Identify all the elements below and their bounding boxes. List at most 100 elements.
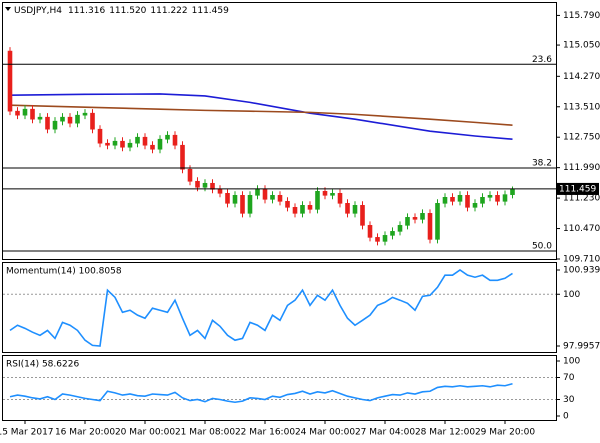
candle-body [465,195,470,208]
y-tick-label: 111.990 [563,163,600,173]
candle-body [270,195,275,200]
price-label: 111.459 [559,184,596,194]
price-box [556,182,599,195]
candle-body [142,136,148,146]
candle-body [255,188,260,196]
candle-body [420,213,425,220]
candle-body [277,195,283,202]
x-tick-label: 29 Mar 20:00 [475,428,535,438]
y-tick-label: 110.470 [563,224,600,234]
candle-body [472,203,478,208]
symbol: USDJPY,H4 [14,6,62,16]
y-tick-label: 111.230 [563,194,600,204]
candle-body [375,237,380,242]
y-tick-label: 100 [563,357,580,367]
candle-body [97,128,103,144]
candle-body [90,112,95,130]
x-tick-label: 21 Mar 08:00 [175,428,235,438]
candle-body [435,203,440,240]
candle-body [450,197,455,202]
candle-body [405,217,410,226]
candle-body [112,140,118,146]
indicator-line [9,382,513,404]
level-label: 38.2 [532,159,552,169]
candle-body [480,197,485,204]
x-tick-label: 20 Mar 00:00 [115,428,175,438]
candle-body [15,110,20,116]
level-label: 23.6 [532,55,552,65]
candle-body [352,205,358,214]
y-tick-label: 70 [563,373,575,383]
y-tick-label: 30 [563,395,575,405]
high: 111.520 [109,6,146,16]
main-panel-frame [2,2,557,260]
candle-body [150,144,155,150]
candle-body [202,182,208,188]
candle-body [157,138,163,150]
candle-body [487,195,493,198]
candle-body [442,197,448,204]
y-tick-label: 109.710 [563,255,600,265]
y-tick-label: 113.510 [563,102,600,112]
momentum-title: Momentum(14) 100.8058 [6,267,122,277]
open: 111.316 [68,6,105,16]
candle-body [412,217,418,220]
candle-body [195,180,200,188]
candle-body [337,192,343,204]
candle-body [135,136,140,144]
y-tick-label: 112.750 [563,133,600,143]
candle-body [60,116,65,122]
low: 111.222 [150,6,187,16]
rsi-title: RSI(14) 58.6226 [6,360,79,370]
x-tick-label: 22 Mar 16:00 [235,428,295,438]
candle-body [360,205,365,226]
indicator-line [9,269,513,347]
candle-body [232,195,238,204]
candle-body [75,114,80,124]
candle-body [262,188,268,200]
header: USDJPY,H4 111.316 111.520 111.222 111.459 [14,6,229,16]
y-tick-label: 115.050 [563,41,600,51]
candle-body [330,192,335,196]
candle-body [300,205,305,214]
x-tick-label: 15 Mar 2017 [0,428,54,438]
y-tick-label: 115.790 [563,11,600,21]
candle-body [240,195,245,214]
x-tick-label: 16 Mar 20:00 [55,428,115,438]
x-tick-label: 27 Mar 04:00 [355,428,415,438]
moving-average [9,93,513,141]
candle-body [427,213,433,240]
candle-body [307,205,313,210]
candle-body [187,168,193,182]
y-tick-label: 114.270 [563,72,600,82]
candle-body [390,231,395,236]
candle-body [315,190,320,210]
candle-body [22,108,28,116]
candle-body [495,195,500,202]
candle-body [67,116,73,124]
candle-body [37,116,43,120]
y-tick-label: 0 [563,412,569,422]
candle-body [397,225,403,232]
x-tick-label: 28 Mar 12:00 [415,428,475,438]
candle-body [285,201,290,208]
candle-body [510,188,515,195]
candle-body [180,144,185,170]
candle-body [30,108,35,120]
candle-body [217,188,223,194]
candle-body [45,116,50,130]
candle-body [127,142,133,148]
candle-body [210,182,215,190]
candle-body [7,50,13,112]
candle-body [82,112,88,116]
rsi-panel-frame [2,355,557,421]
candle-body [382,235,388,242]
level-label: 50.0 [532,241,552,251]
candle-body [367,225,373,238]
candle-body [165,134,170,140]
candle-body [52,120,58,130]
candle-body [120,140,125,148]
candle-body [172,134,178,146]
